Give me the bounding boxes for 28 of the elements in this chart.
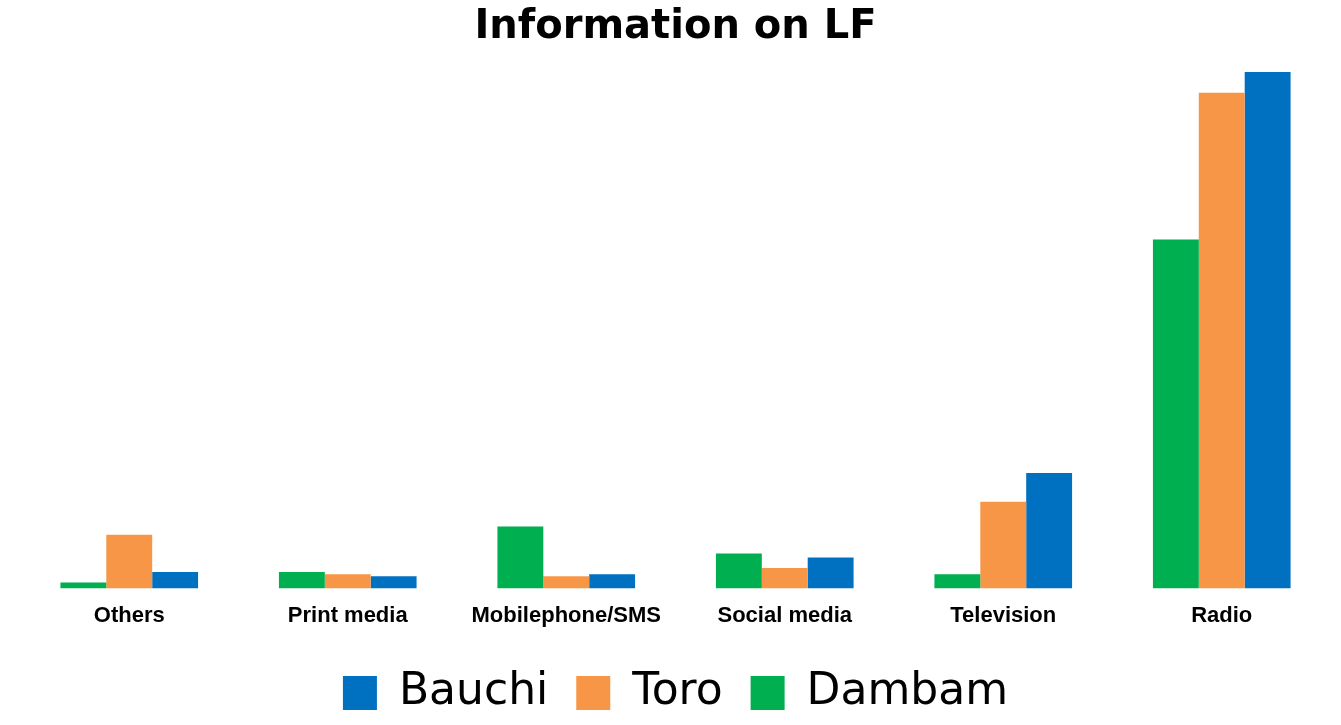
bar bbox=[324, 574, 371, 589]
x-tick-label: Social media bbox=[717, 601, 853, 627]
bar bbox=[60, 582, 107, 589]
chart-title: Information on LF bbox=[474, 1, 877, 48]
x-tick-label: Radio bbox=[1191, 601, 1253, 627]
bar bbox=[589, 574, 636, 589]
x-tick-label: Others bbox=[93, 601, 165, 627]
bar bbox=[715, 553, 762, 589]
bar bbox=[1026, 472, 1073, 589]
bar bbox=[370, 576, 417, 589]
bar bbox=[1152, 239, 1199, 589]
bar bbox=[278, 572, 325, 589]
bar bbox=[106, 534, 153, 589]
legend-label: Dambam bbox=[806, 663, 1009, 715]
bar bbox=[543, 576, 590, 589]
legend-label: Bauchi bbox=[398, 663, 549, 715]
bar bbox=[807, 557, 854, 589]
bar bbox=[980, 501, 1027, 589]
legend-label: Toro bbox=[631, 663, 723, 715]
bar bbox=[1244, 72, 1291, 589]
bar bbox=[152, 572, 199, 589]
x-tick-label: Print media bbox=[287, 601, 409, 627]
x-tick-label: Mobilephone/SMS bbox=[471, 601, 661, 627]
x-tick-label: Television bbox=[950, 601, 1057, 627]
bar bbox=[497, 526, 544, 589]
bar bbox=[761, 567, 808, 589]
bar bbox=[934, 574, 981, 589]
bar bbox=[1198, 92, 1245, 589]
